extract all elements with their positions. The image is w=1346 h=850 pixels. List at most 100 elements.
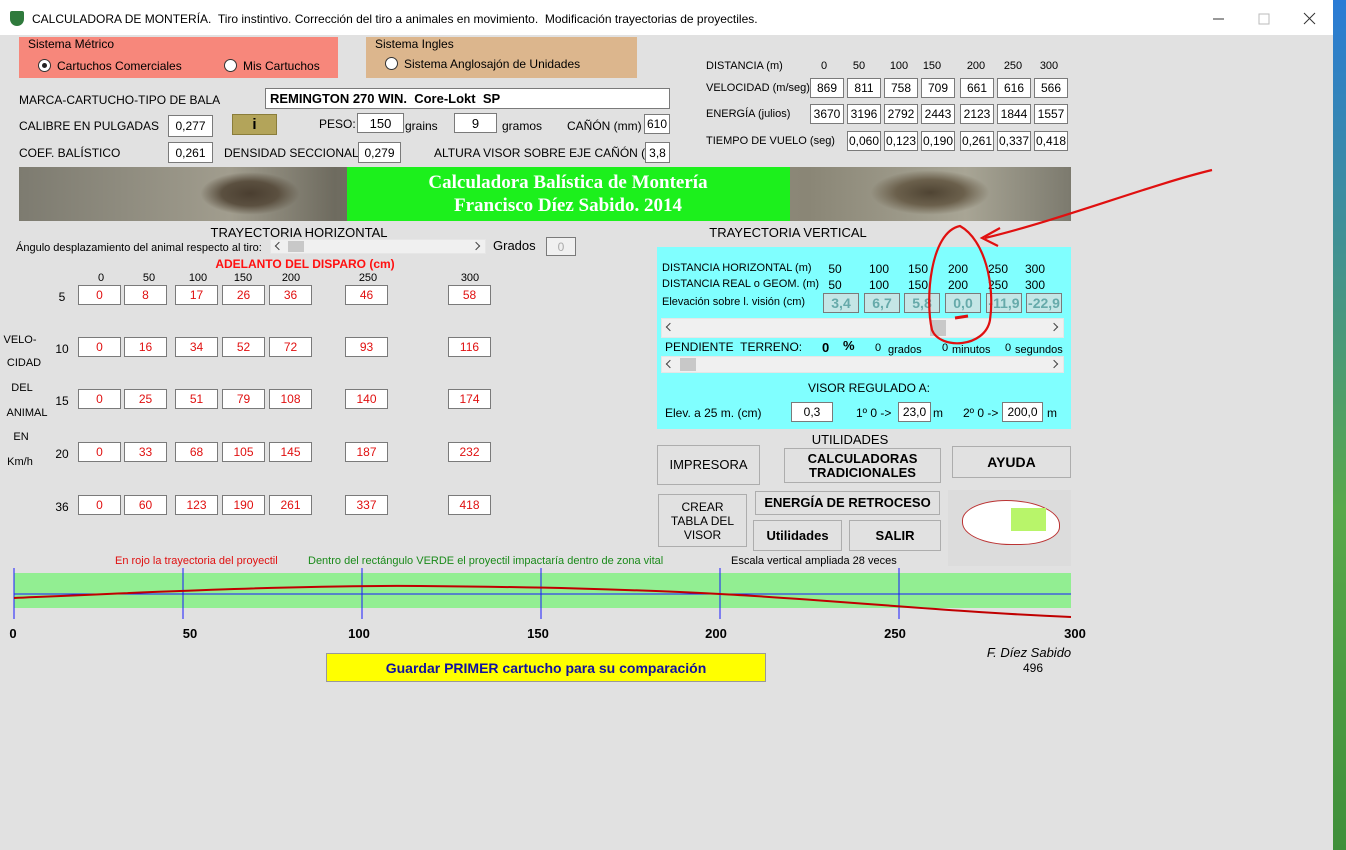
section-title: TRAYECTORIA VERTICAL <box>709 225 867 240</box>
lead-cell: 105 <box>222 442 265 462</box>
trajectory-note: Escala vertical ampliada 28 veces <box>731 555 897 567</box>
desktop-edge <box>1333 0 1346 850</box>
x-tick-label: 200 <box>705 626 727 641</box>
distance-header: 200 <box>966 60 986 72</box>
degrees-label: Grados <box>493 238 536 253</box>
traditional-button[interactable]: CALCULADORAS TRADICIONALES <box>784 448 941 483</box>
value-cell: 0,060 <box>847 131 881 151</box>
lead-cell: 93 <box>345 337 388 357</box>
banner-line: Francisco Díez Sabido. 2014 <box>454 195 682 216</box>
distance-value: 300 <box>1024 278 1046 292</box>
trajectory-note: Dentro del rectángulo VERDE el proyectil… <box>308 555 664 567</box>
lead-cell: 116 <box>448 337 491 357</box>
radio-label: Sistema Anglosajón de Unidades <box>404 57 581 71</box>
save-button[interactable]: Guardar PRIMER cartucho para su comparac… <box>326 653 766 682</box>
speed-axis-label: Km/h <box>7 456 33 468</box>
lead-cell: 79 <box>222 389 265 409</box>
lead-cell: 16 <box>124 337 167 357</box>
radio-label: Cartuchos Comerciales <box>57 59 182 73</box>
grams-input[interactable]: 9 <box>454 113 497 133</box>
speed-axis-label: CIDAD <box>6 357 42 369</box>
field-label: COEF. BALÍSTICO <box>19 146 121 160</box>
metric-panel <box>19 37 338 78</box>
value-cell: 3670 <box>810 104 844 124</box>
value-cell: 2123 <box>960 104 994 124</box>
distance-value: 300 <box>1024 262 1046 276</box>
speed-label: 5 <box>58 290 66 304</box>
distance-scrollbar[interactable] <box>661 318 1064 338</box>
scope-height-input[interactable]: 3,8 <box>645 142 670 163</box>
angle-label: Ángulo desplazamiento del animal respect… <box>16 242 262 254</box>
radio-label: Mis Cartuchos <box>243 59 320 73</box>
distance-header: 0 <box>97 272 105 284</box>
info-button[interactable]: i <box>232 114 277 135</box>
zero-input[interactable]: 23,0 <box>898 402 931 422</box>
distance-value: 250 <box>987 278 1009 292</box>
slope-value: 0 <box>822 340 830 355</box>
exit-button[interactable]: SALIR <box>849 520 941 551</box>
distance-header: 300 <box>460 272 480 284</box>
distance-header: 250 <box>358 272 378 284</box>
zero-input[interactable]: 200,0 <box>1002 402 1043 422</box>
elevation-cell: 6,7 <box>864 293 900 313</box>
angle-scrollbar[interactable] <box>270 239 486 254</box>
slope-scrollbar[interactable] <box>661 356 1064 373</box>
utilities-button[interactable]: Utilidades <box>753 520 842 551</box>
value-cell: 3196 <box>847 104 881 124</box>
x-tick-label: 300 <box>1064 626 1086 641</box>
bc-input[interactable]: 0,261 <box>168 142 213 163</box>
zero-input[interactable]: 0,3 <box>791 402 833 422</box>
value-cell: 709 <box>921 78 955 98</box>
field-label: CALIBRE EN PULGADAS <box>19 119 160 133</box>
app-icon <box>10 11 24 26</box>
lead-cell: 145 <box>269 442 312 462</box>
zero-label: 2º 0 -> <box>963 406 999 420</box>
zero-unit: m <box>1047 406 1057 420</box>
caliber-input[interactable]: 0,277 <box>168 115 213 137</box>
table-header: DISTANCIA (m) <box>706 60 783 72</box>
scope-table-button[interactable]: CREAR TABLA DEL VISOR <box>658 494 747 547</box>
banner-line: Calculadora Balística de Montería <box>428 172 708 193</box>
slope-label: PENDIENTE TERRENO: <box>665 340 803 354</box>
lead-title: ADELANTO DEL DISPARO (cm) <box>215 257 395 271</box>
lead-cell: 0 <box>78 495 121 515</box>
speed-axis-label: VELO- <box>3 334 37 346</box>
distance-header: 250 <box>1003 60 1023 72</box>
elevation-cell: -11,9 <box>986 293 1022 313</box>
printer-button[interactable]: IMPRESORA <box>657 445 760 485</box>
lead-cell: 232 <box>448 442 491 462</box>
number-label: 496 <box>1022 661 1044 675</box>
lead-cell: 33 <box>124 442 167 462</box>
radio-button[interactable] <box>224 59 237 72</box>
slope-value: 0 <box>875 342 882 354</box>
elevation-cell: 0,0 <box>945 293 981 313</box>
value-cell: 661 <box>960 78 994 98</box>
lead-cell: 52 <box>222 337 265 357</box>
title-bar <box>0 0 1333 35</box>
lead-cell: 72 <box>269 337 312 357</box>
sd-input[interactable]: 0,279 <box>358 142 401 163</box>
zero-label: 1º 0 -> <box>856 406 892 420</box>
boar-vital-zone <box>1011 508 1046 531</box>
barrel-input[interactable]: 610 <box>644 114 670 134</box>
lead-cell: 140 <box>345 389 388 409</box>
slope-unit: % <box>843 338 855 353</box>
lead-cell: 0 <box>78 389 121 409</box>
lead-cell: 25 <box>124 389 167 409</box>
help-button[interactable]: AYUDA <box>952 446 1071 478</box>
distance-value: 50 <box>828 262 842 276</box>
deer-left <box>200 172 300 215</box>
radio-dot <box>42 63 47 68</box>
field-label: ALTURA VISOR SOBRE EJE CAÑÓN (cm): <box>434 146 669 160</box>
value-cell: 1844 <box>997 104 1031 124</box>
speed-axis-label: ANIMAL <box>6 407 48 419</box>
speed-label: 15 <box>55 394 69 408</box>
distance-header: 150 <box>922 60 942 72</box>
cartridge-input[interactable]: REMINGTON 270 WIN. Core-Lokt SP <box>265 88 670 109</box>
radio-button[interactable] <box>385 57 398 70</box>
distance-header: 100 <box>889 60 909 72</box>
recoil-button[interactable]: ENERGÍA DE RETROCESO <box>755 491 940 515</box>
distance-value: 250 <box>987 262 1009 276</box>
grains-input[interactable]: 150 <box>357 113 404 133</box>
